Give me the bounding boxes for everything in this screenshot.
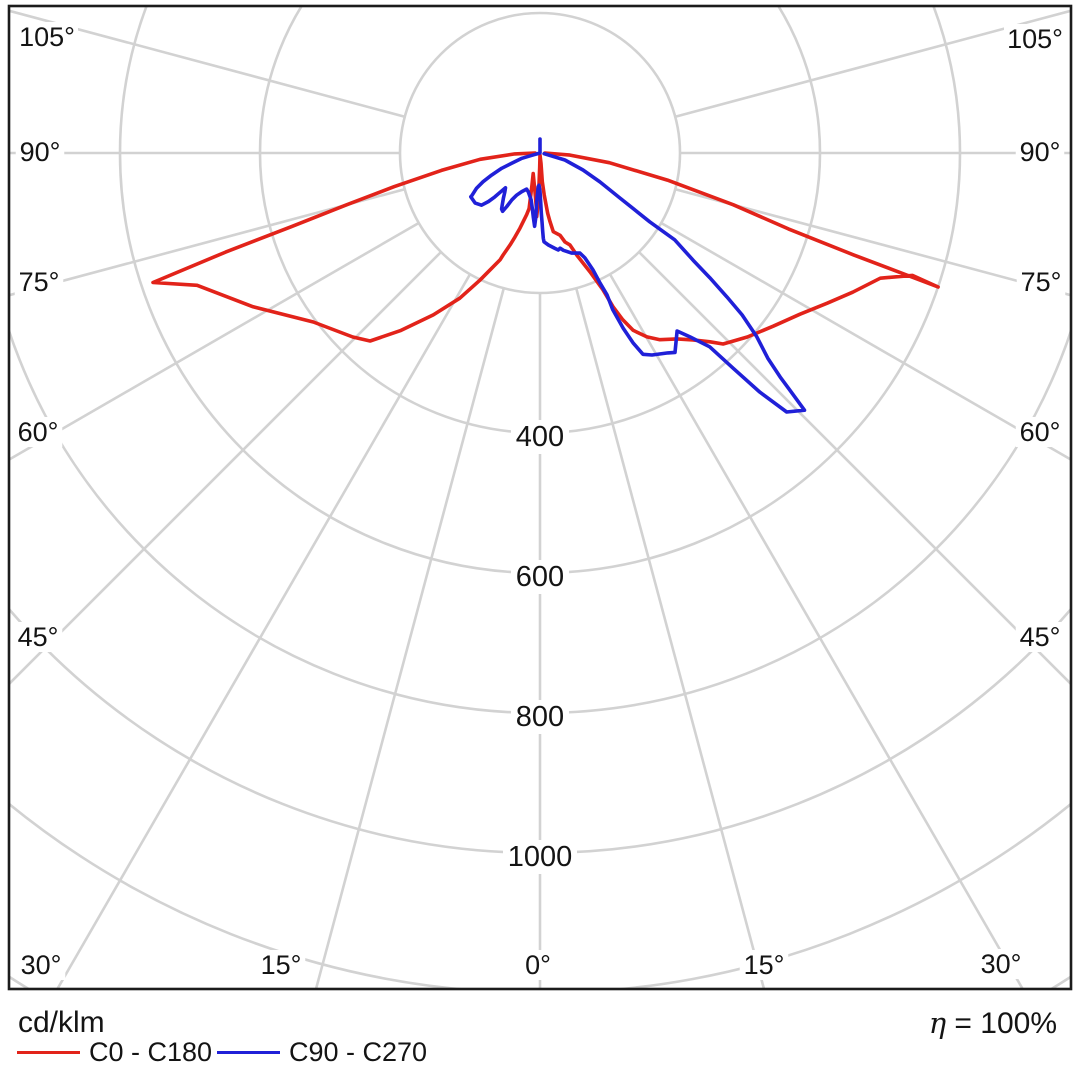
angle-label-bg	[1015, 137, 1065, 167]
angle-label: 60°	[1020, 417, 1061, 447]
angle-label-bg	[14, 267, 64, 297]
angle-label-bg	[16, 22, 78, 52]
angle-label-bg	[976, 949, 1026, 979]
angle-label-bg	[1015, 622, 1065, 652]
legend-swatch-red-line	[17, 1050, 80, 1054]
ring-label: 600	[516, 561, 564, 593]
angle-label: 75°	[1021, 267, 1062, 297]
grid-angle-line	[674, 187, 1071, 297]
angle-label: 90°	[1020, 137, 1061, 167]
angle-label: 15°	[261, 950, 302, 980]
legend-label-c90-c270: C90 - C270	[289, 1037, 428, 1067]
grid-angle-line	[55, 273, 472, 989]
legend-label-c0-c180: C0 - C180	[89, 1037, 213, 1067]
angle-label-bg	[13, 622, 63, 652]
grid-angle-line	[9, 221, 420, 462]
ring-label: 800	[516, 701, 564, 733]
legend: C0 - C180 C90 - C270	[0, 1038, 1080, 1068]
angle-label-bg	[520, 950, 556, 980]
ring-label-bg	[511, 560, 569, 594]
grid-angle-line	[9, 9, 406, 119]
grid-angle-line	[9, 251, 442, 686]
efficiency-label: η = 100%	[929, 1006, 1057, 1041]
angle-label: 0°	[525, 950, 551, 980]
grid-angle-line	[9, 187, 406, 297]
grid-angle-line	[574, 287, 766, 989]
ring-label-bg	[511, 420, 569, 454]
angle-label: 30°	[981, 949, 1022, 979]
curve-C90-C270	[468, 137, 807, 414]
grid-angle-line	[660, 221, 1071, 462]
angle-label-bg	[256, 950, 306, 980]
grid-angle-line	[608, 273, 1025, 989]
legend-item-c0-c180: C0 - C180	[17, 1038, 212, 1066]
angle-label: 45°	[18, 622, 59, 652]
angle-label: 75°	[19, 267, 60, 297]
angle-label-bg	[13, 417, 63, 447]
angle-label: 15°	[744, 950, 785, 980]
legend-item-c90-c270: C90 - C270	[217, 1038, 427, 1066]
angle-label: 45°	[1020, 622, 1061, 652]
angle-label-bg	[739, 950, 789, 980]
angle-label: 60°	[18, 417, 59, 447]
angle-label: 30°	[21, 950, 62, 980]
eta-symbol: η	[928, 1006, 947, 1040]
angle-label: 105°	[1007, 24, 1063, 54]
ring-label-bg	[511, 700, 569, 734]
angle-label: 105°	[19, 22, 75, 52]
plot-border	[7, 4, 1073, 991]
angle-label-bg	[15, 137, 65, 167]
legend-swatch-blue-line	[217, 1050, 280, 1054]
angle-label: 90°	[20, 137, 61, 167]
ring-label-bg	[503, 840, 577, 874]
angle-label-bg	[1004, 24, 1066, 54]
curve-C0-C180	[151, 151, 940, 346]
grid-angle-line	[314, 287, 506, 989]
ring-label: 1000	[508, 841, 573, 873]
eta-value: = 100%	[946, 1007, 1057, 1040]
unit-label: cd/klm	[18, 1006, 105, 1039]
angle-label-bg	[1016, 267, 1066, 297]
angle-label-bg	[16, 950, 66, 980]
angle-label-bg	[1015, 417, 1065, 447]
ring-label: 400	[516, 421, 564, 453]
grid-angle-line	[674, 9, 1071, 119]
